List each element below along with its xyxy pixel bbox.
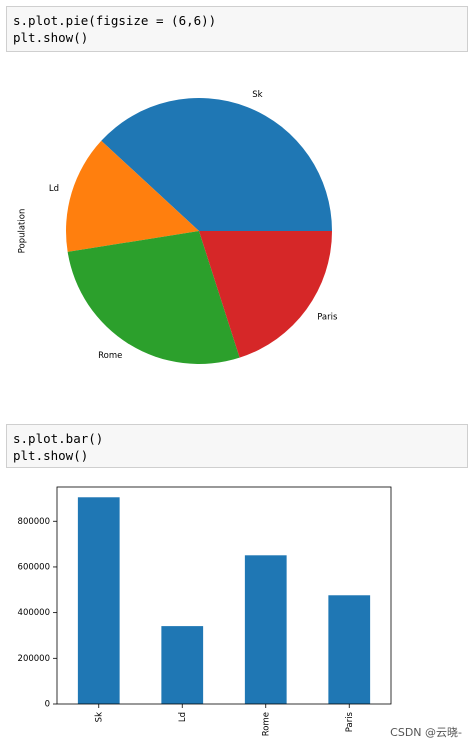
code-line: s.plot.pie(figsize = (6,6)): [13, 13, 217, 28]
code-line: plt.show(): [13, 30, 89, 45]
bar: [244, 555, 287, 704]
pie-wedge: [101, 98, 332, 232]
pie-wedge: [65, 140, 199, 252]
y-tick-label: 200000: [18, 654, 50, 664]
x-tick-label: Sk: [94, 712, 104, 722]
code-line: plt.show(): [13, 448, 89, 463]
watermark: CSDN @云晓-: [390, 726, 462, 739]
pie-wedge: [67, 231, 240, 364]
y-tick-label: 600000: [18, 562, 50, 572]
y-tick-label: 800000: [18, 517, 50, 527]
bar: [328, 595, 371, 704]
wedge-label: Sk: [252, 90, 262, 100]
wedge-label: Ld: [49, 184, 59, 194]
x-tick-label: Rome: [261, 712, 271, 736]
plot-frame: [56, 486, 392, 705]
code-line: s.plot.bar(): [13, 431, 104, 446]
code-cell[interactable]: s.plot.bar() plt.show(): [6, 424, 468, 468]
x-tick-label: Paris: [345, 711, 355, 732]
y-tick-label: 400000: [18, 608, 50, 618]
bar: [77, 497, 120, 704]
wedge-label: Rome: [98, 351, 122, 361]
pie-wedge: [199, 231, 332, 358]
wedge-label: Paris: [317, 313, 338, 323]
bar: [161, 626, 204, 704]
x-tick-label: Ld: [178, 712, 188, 722]
y-tick-label: 0: [45, 700, 50, 710]
y-axis-label: Population: [18, 209, 28, 254]
code-cell[interactable]: s.plot.pie(figsize = (6,6)) plt.show(): [6, 6, 468, 52]
